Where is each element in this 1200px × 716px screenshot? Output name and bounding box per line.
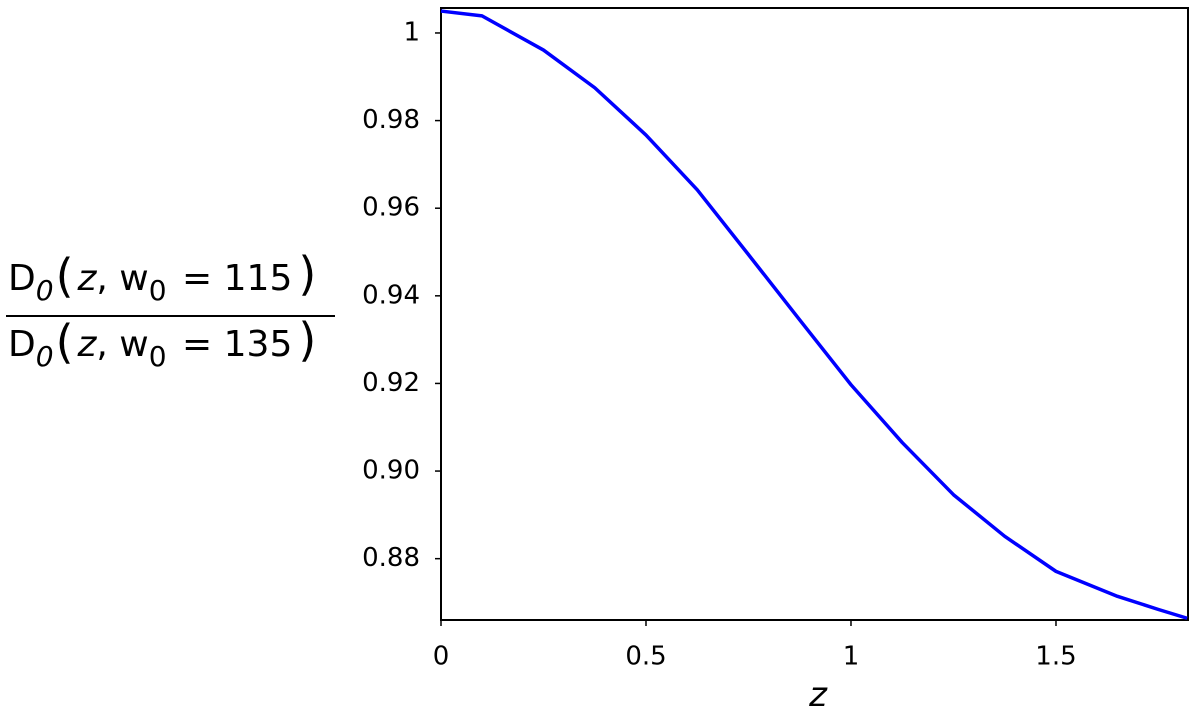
x-tick-label: 0.5: [625, 642, 666, 672]
y-tick-label: 0.92: [362, 368, 420, 398]
x-axis-label: z: [808, 675, 828, 715]
y-label-denominator: D0(z, w0 = 135): [8, 313, 316, 373]
y-tick-label: 0.98: [362, 105, 420, 135]
curve: [440, 9, 1188, 620]
plot-frame: [440, 7, 1189, 621]
y-tick-label: 0.90: [362, 456, 420, 486]
x-tick-label: 1: [843, 642, 860, 672]
y-tick-label: 0.96: [362, 193, 420, 223]
y-label-numerator: D0(z, w0 = 115): [8, 247, 316, 307]
y-tick-label: 1: [403, 17, 420, 47]
x-tick-label: 1.5: [1035, 642, 1076, 672]
y-tick-label: 0.94: [362, 280, 420, 310]
y-tick-label: 0.88: [362, 543, 420, 573]
x-tick-label: 0: [433, 642, 450, 672]
